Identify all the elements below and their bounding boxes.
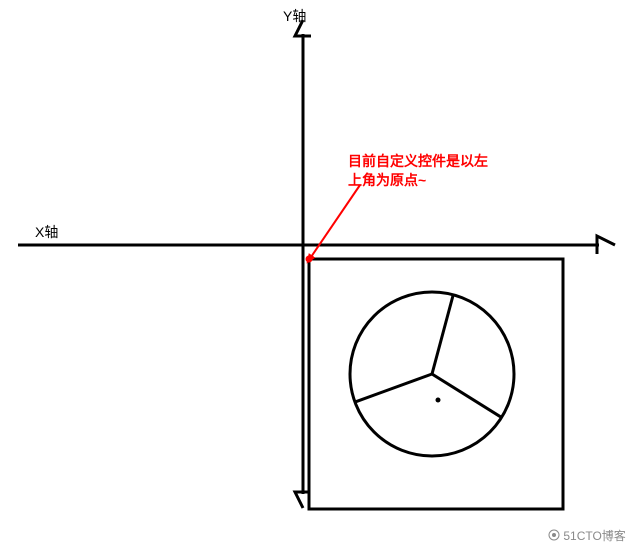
watermark-icon bbox=[548, 529, 560, 541]
watermark-text: 51CTO博客 bbox=[563, 529, 625, 543]
origin-annotation: 目前自定义控件是以左 上角为原点~ bbox=[348, 152, 488, 190]
watermark: 51CTO博客 bbox=[548, 527, 626, 544]
annotation-line2: 上角为原点~ bbox=[348, 172, 426, 188]
x-axis-label: X轴 bbox=[35, 222, 58, 242]
annotation-line1: 目前自定义控件是以左 bbox=[348, 153, 488, 169]
diagram-canvas bbox=[0, 0, 640, 547]
y-axis-label: Y轴 bbox=[283, 6, 306, 26]
